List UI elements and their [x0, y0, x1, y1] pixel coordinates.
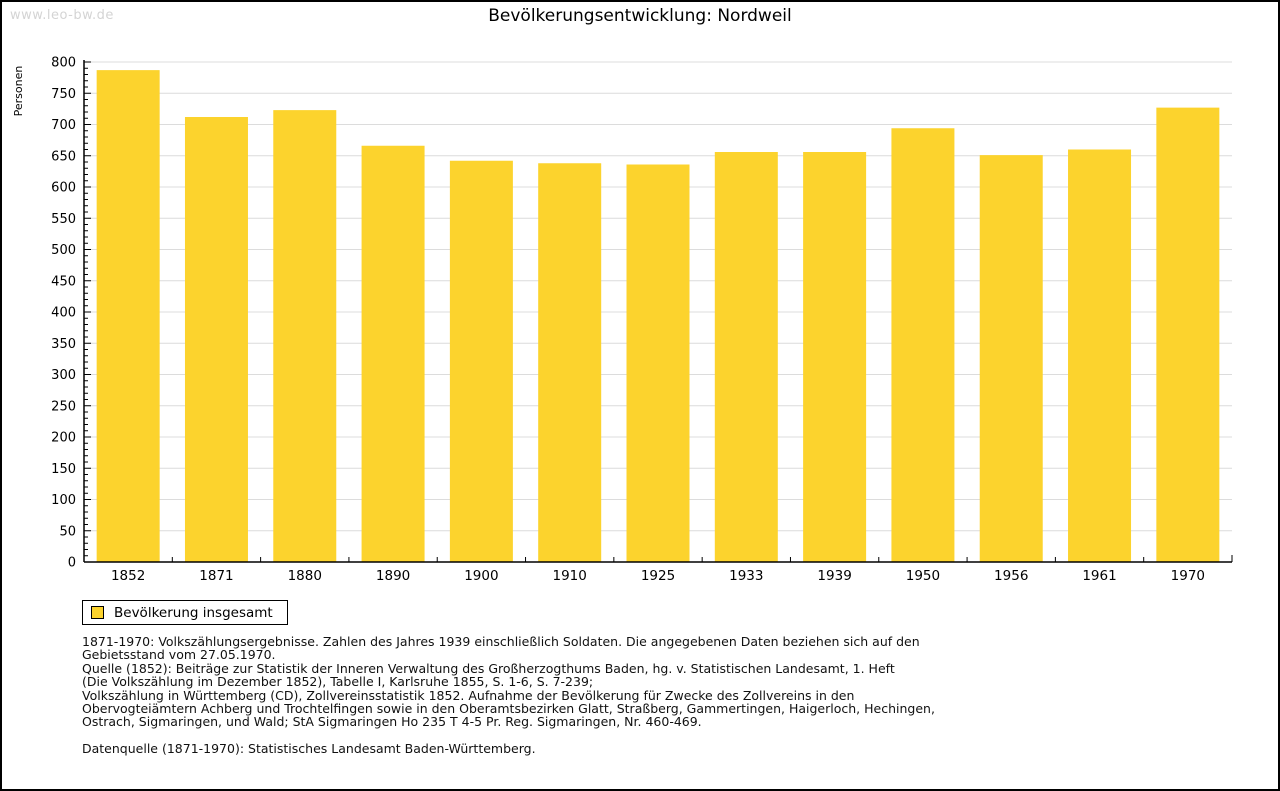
bar-1961 — [1068, 149, 1132, 562]
x-label-1871: 1871 — [199, 568, 233, 584]
source-notes: 1871-1970: Volkszählungsergebnisse. Zahl… — [82, 634, 1212, 756]
note-line: Ostrach, Sigmaringen, und Wald; StA Sigm… — [82, 714, 702, 730]
y-tick-label: 600 — [51, 181, 76, 196]
y-tick-label: 350 — [51, 337, 76, 352]
note-line: Volkszählung in Württemberg (CD), Zollve… — [82, 687, 855, 703]
bar-1939 — [803, 152, 867, 562]
bar-1925 — [626, 164, 690, 562]
watermark: www.leo-bw.de — [10, 8, 114, 23]
bar-1880 — [273, 110, 337, 562]
bar-1950 — [891, 128, 955, 562]
y-tick-label: 700 — [51, 118, 76, 133]
y-tick-label: 150 — [51, 462, 76, 477]
x-label-1900: 1900 — [464, 568, 498, 584]
datasource-line: Datenquelle (1871-1970): Statistisches L… — [82, 740, 536, 756]
y-tick-label: 500 — [51, 243, 76, 258]
x-label-1950: 1950 — [906, 568, 940, 584]
y-tick-label: 200 — [51, 431, 76, 446]
bar-1970 — [1156, 107, 1220, 562]
bar-1956 — [979, 155, 1043, 562]
x-label-1956: 1956 — [994, 568, 1028, 584]
bar-1900 — [449, 160, 513, 562]
y-tick-label: 800 — [51, 56, 76, 71]
y-tick-label: 50 — [59, 524, 76, 539]
x-label-1925: 1925 — [641, 568, 675, 584]
y-tick-label: 0 — [68, 556, 76, 571]
note-line: Obervogteiämtern Achberg und Trochtelfin… — [82, 701, 935, 717]
y-tick-label: 250 — [51, 399, 76, 414]
bar-1933 — [714, 152, 778, 562]
legend-swatch-icon — [91, 606, 104, 619]
y-tick-label: 550 — [51, 212, 76, 227]
x-label-1933: 1933 — [729, 568, 763, 584]
x-label-1852: 1852 — [111, 568, 145, 584]
note-line: Quelle (1852): Beiträge zur Statistik de… — [82, 660, 895, 676]
y-tick-label: 750 — [51, 87, 76, 102]
note-line: (Die Volkszählung im Dezember 1852), Tab… — [82, 674, 594, 690]
note-line: Gebietsstand vom 27.05.1970. — [82, 647, 276, 663]
x-label-1939: 1939 — [817, 568, 851, 584]
page-title: Bevölkerungsentwicklung: Nordweil — [488, 6, 792, 26]
note-line: 1871-1970: Volkszählungsergebnisse. Zahl… — [82, 634, 920, 649]
y-tick-label: 100 — [51, 493, 76, 508]
bar-1852 — [96, 70, 160, 562]
x-label-1910: 1910 — [553, 568, 587, 584]
bar-1890 — [361, 145, 425, 562]
bar-1871 — [184, 117, 248, 562]
legend-label: Bevölkerung insgesamt — [114, 604, 273, 621]
y-tick-label: 450 — [51, 274, 76, 289]
y-tick-label: 650 — [51, 149, 76, 164]
y-tick-label: 300 — [51, 368, 76, 383]
y-tick-label: 400 — [51, 306, 76, 321]
legend: Bevölkerung insgesamt — [82, 600, 288, 625]
x-label-1880: 1880 — [288, 568, 322, 584]
x-label-1961: 1961 — [1082, 568, 1116, 584]
bar-1910 — [538, 163, 602, 562]
x-label-1970: 1970 — [1171, 568, 1205, 584]
x-label-1890: 1890 — [376, 568, 410, 584]
